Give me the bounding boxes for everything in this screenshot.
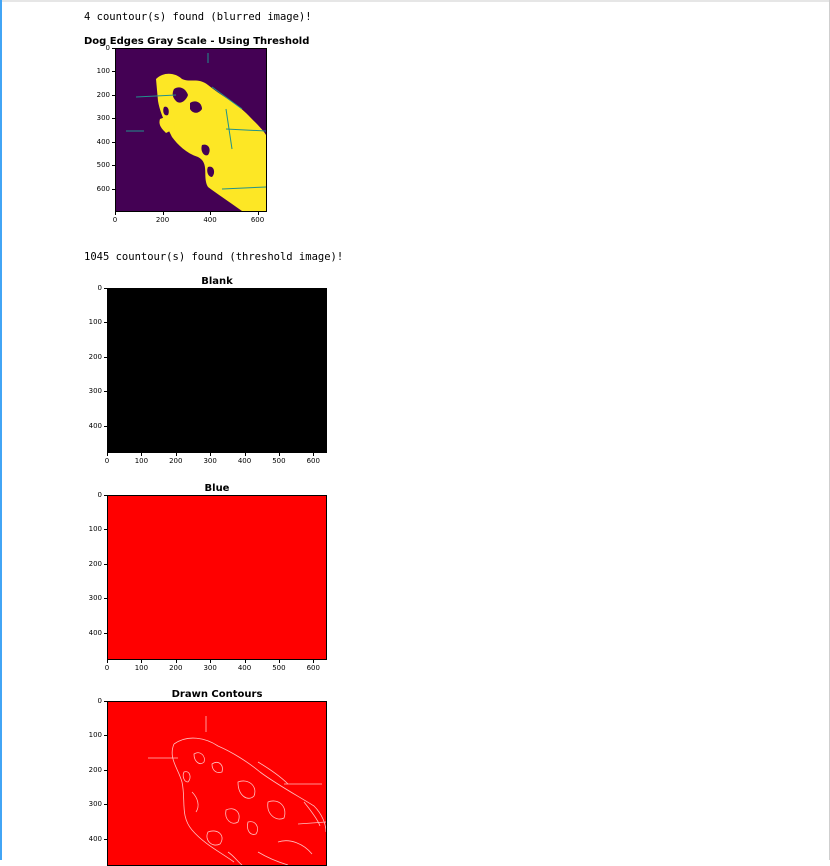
x-tick-label: 0 xyxy=(104,457,110,465)
y-tick-mark xyxy=(104,563,107,565)
x-tick-label: 0 xyxy=(112,216,118,224)
y-tick-label: 100 xyxy=(96,67,110,76)
x-tick-mark xyxy=(313,453,315,456)
x-tick-label: 400 xyxy=(237,457,252,465)
figure-title-blue: Blue xyxy=(204,483,230,494)
y-tick-mark xyxy=(112,188,115,190)
x-tick-mark xyxy=(141,453,143,456)
y-tick-mark xyxy=(104,425,107,427)
y-tick-mark xyxy=(104,495,107,496)
x-tick-mark xyxy=(278,453,280,456)
image-plot-dog-threshold xyxy=(115,48,267,212)
y-tick-mark xyxy=(104,322,107,324)
y-tick-mark xyxy=(112,118,115,120)
x-tick-label: 400 xyxy=(237,664,252,672)
y-tick-label: 200 xyxy=(88,559,102,568)
figure-title-blank: Blank xyxy=(201,276,233,287)
y-tick-mark xyxy=(104,735,107,737)
y-tick-label: 200 xyxy=(88,765,102,774)
y-tick-label: 100 xyxy=(88,525,102,534)
y-tick-label: 200 xyxy=(96,90,110,99)
y-tick-mark xyxy=(112,71,115,73)
y-tick-mark xyxy=(112,94,115,96)
y-tick-mark xyxy=(104,391,107,393)
x-tick-label: 200 xyxy=(155,216,170,224)
image-plot-blue xyxy=(107,495,327,660)
x-tick-label: 600 xyxy=(250,216,265,224)
y-tick-label: 0 xyxy=(97,491,102,499)
y-tick-label: 500 xyxy=(96,161,110,170)
x-tick-label: 100 xyxy=(134,664,149,672)
y-tick-label: 300 xyxy=(88,800,102,809)
cell-selection-bar xyxy=(0,0,2,860)
figure-title-drawn-contours: Drawn Contours xyxy=(171,689,263,700)
x-tick-mark xyxy=(278,660,280,663)
x-tick-label: 400 xyxy=(203,216,217,224)
y-tick-mark xyxy=(104,529,107,531)
y-tick-mark xyxy=(104,598,107,600)
x-tick-label: 300 xyxy=(203,664,217,672)
x-tick-mark xyxy=(141,660,143,663)
x-tick-mark xyxy=(210,660,212,663)
y-tick-label: 100 xyxy=(88,731,102,740)
y-tick-mark xyxy=(104,701,107,702)
x-tick-mark xyxy=(162,212,164,215)
y-tick-label: 400 xyxy=(96,137,110,146)
y-tick-mark xyxy=(104,356,107,358)
y-tick-mark xyxy=(104,288,107,289)
x-tick-mark xyxy=(115,212,116,215)
y-tick-label: 400 xyxy=(88,628,102,637)
y-tick-mark xyxy=(104,804,107,806)
y-tick-mark xyxy=(112,48,115,49)
y-tick-label: 300 xyxy=(96,114,110,123)
x-tick-mark xyxy=(210,453,212,456)
y-tick-label: 0 xyxy=(105,44,110,52)
x-tick-label: 600 xyxy=(306,664,320,672)
x-tick-label: 500 xyxy=(272,664,286,672)
x-tick-label: 200 xyxy=(169,664,183,672)
image-plot-blank xyxy=(107,288,327,453)
y-tick-label: 300 xyxy=(88,387,102,396)
x-tick-label: 0 xyxy=(104,664,110,672)
y-tick-label: 200 xyxy=(88,352,102,361)
y-tick-mark xyxy=(104,632,107,634)
output-text-blurred: 4 countour(s) found (blurred image)! xyxy=(84,11,312,23)
x-tick-mark xyxy=(210,212,211,215)
y-tick-label: 100 xyxy=(88,318,102,327)
notebook-top-border xyxy=(0,0,830,2)
y-tick-mark xyxy=(112,141,115,143)
x-tick-mark xyxy=(313,660,315,663)
contour-overlay xyxy=(148,716,326,865)
y-tick-label: 300 xyxy=(88,594,102,603)
y-tick-label: 0 xyxy=(97,697,102,705)
x-tick-mark xyxy=(244,453,246,456)
x-tick-mark xyxy=(175,453,177,456)
y-tick-mark xyxy=(104,838,107,840)
x-tick-label: 300 xyxy=(203,457,217,465)
x-tick-label: 100 xyxy=(134,457,149,465)
image-plot-drawn-contours xyxy=(107,701,327,866)
x-tick-label: 200 xyxy=(169,457,183,465)
y-tick-mark xyxy=(112,165,115,167)
y-tick-label: 400 xyxy=(88,421,102,430)
y-tick-mark xyxy=(104,769,107,771)
y-tick-label: 600 xyxy=(96,184,110,193)
x-tick-label: 500 xyxy=(272,457,286,465)
output-text-threshold: 1045 countour(s) found (threshold image)… xyxy=(84,251,344,263)
x-tick-mark xyxy=(107,453,108,456)
dog-threshold-image xyxy=(116,49,266,211)
x-tick-mark xyxy=(107,660,108,663)
figure-title-dog-edges: Dog Edges Gray Scale - Using Threshold xyxy=(84,36,310,47)
x-tick-mark xyxy=(175,660,177,663)
y-tick-label: 400 xyxy=(88,834,102,843)
x-tick-mark xyxy=(244,660,246,663)
y-tick-label: 0 xyxy=(97,284,102,292)
x-tick-label: 600 xyxy=(306,457,320,465)
x-tick-mark xyxy=(257,212,259,215)
